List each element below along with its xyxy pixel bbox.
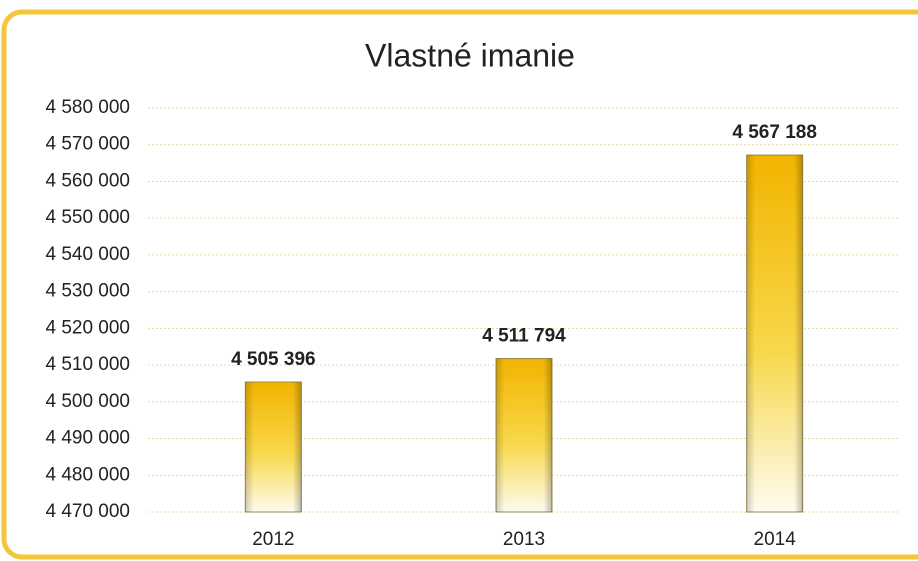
y-tick-label: 4 500 000 xyxy=(45,391,130,412)
chart-title: Vlastné imanie xyxy=(365,37,575,73)
y-tick-label: 4 550 000 xyxy=(45,207,130,228)
x-tick-label: 2014 xyxy=(754,529,797,550)
x-tick-label: 2013 xyxy=(503,529,545,550)
y-tick-label: 4 510 000 xyxy=(45,354,130,375)
bar-shade xyxy=(496,358,552,512)
bar-shade xyxy=(245,382,302,512)
y-tick-label: 4 470 000 xyxy=(45,501,130,522)
y-tick-label: 4 480 000 xyxy=(45,464,130,485)
value-label: 4 511 794 xyxy=(482,326,566,347)
x-tick-label: 2012 xyxy=(252,529,294,550)
y-tick-label: 4 560 000 xyxy=(45,170,130,191)
y-tick-label: 4 530 000 xyxy=(45,281,130,302)
bar-shade xyxy=(746,155,803,512)
y-tick-label: 4 570 000 xyxy=(45,134,130,155)
y-tick-label: 4 540 000 xyxy=(45,244,130,265)
frame xyxy=(1,9,918,560)
value-label: 4 505 396 xyxy=(231,349,316,370)
y-tick-label: 4 520 000 xyxy=(45,317,130,338)
value-label: 4 567 188 xyxy=(732,122,817,143)
y-tick-label: 4 580 000 xyxy=(45,97,130,118)
y-tick-label: 4 490 000 xyxy=(45,428,130,449)
